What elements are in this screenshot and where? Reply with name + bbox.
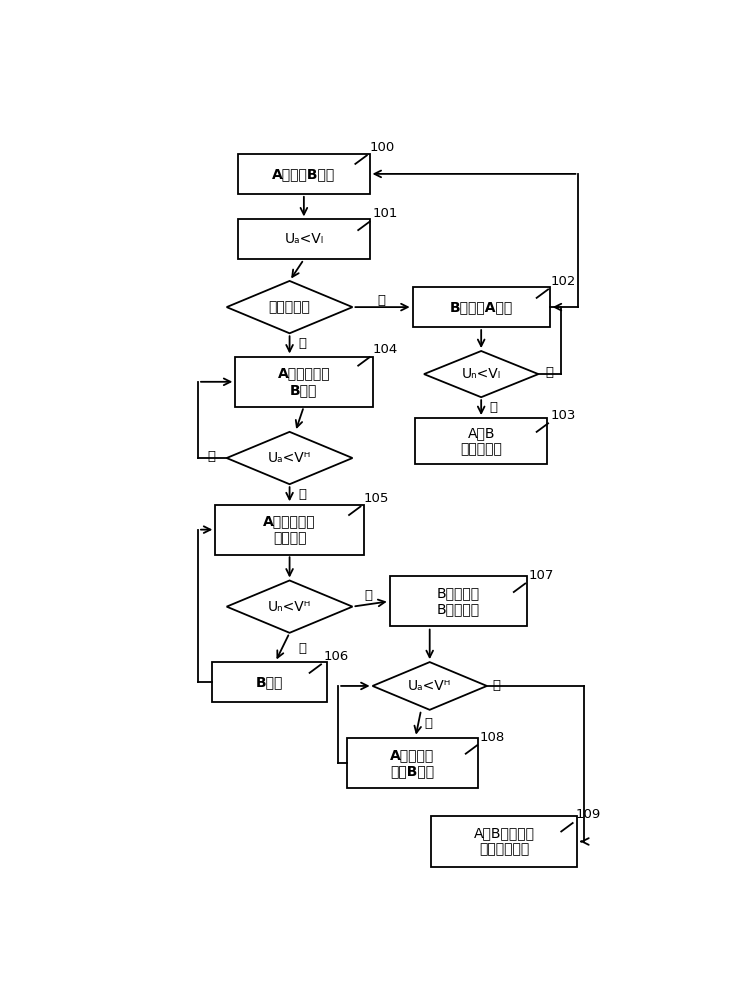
Polygon shape [424,351,539,397]
Text: 109: 109 [576,808,601,821]
Text: A和B
均停止供电: A和B 均停止供电 [461,426,502,456]
FancyBboxPatch shape [390,576,527,626]
Text: A停止充电，
保持供电: A停止充电， 保持供电 [263,515,316,545]
Polygon shape [227,281,353,333]
Text: 否: 否 [545,366,554,379]
Text: 是: 是 [298,642,306,655]
Text: A供电，B闲置: A供电，B闲置 [272,167,336,181]
Text: Uₙ<Vᴴ: Uₙ<Vᴴ [268,600,311,614]
FancyBboxPatch shape [235,357,373,407]
Text: 108: 108 [480,731,506,744]
Text: B充电: B充电 [256,675,283,689]
Text: 否: 否 [377,294,385,307]
Text: Uₐ<Vᴴ: Uₐ<Vᴴ [408,679,452,693]
Text: B充满电，
B停止充电: B充满电， B停止充电 [437,586,480,616]
Text: 107: 107 [528,569,554,582]
Text: 103: 103 [551,409,576,422]
Text: Uₐ<Vᴴ: Uₐ<Vᴴ [268,451,311,465]
Text: 是: 是 [424,717,432,730]
FancyBboxPatch shape [347,738,478,788]
FancyBboxPatch shape [238,154,370,194]
Text: 是: 是 [208,450,215,463]
FancyBboxPatch shape [415,418,547,464]
FancyBboxPatch shape [413,287,550,327]
Text: A供电和充电
B闲置: A供电和充电 B闲置 [277,367,330,397]
Text: 105: 105 [363,492,389,505]
Text: A充电和供
电，B闲置: A充电和供 电，B闲置 [390,748,435,778]
Text: 是: 是 [489,401,497,414]
FancyBboxPatch shape [431,816,577,867]
Text: B供电，A闲置: B供电，A闲置 [449,300,513,314]
Text: 否: 否 [364,589,372,602]
Text: Uₐ<Vₗ: Uₐ<Vₗ [284,232,323,246]
Text: 106: 106 [324,650,349,663]
Text: 100: 100 [370,141,395,154]
Text: 充电器插入: 充电器插入 [269,300,311,314]
Text: 102: 102 [551,275,576,288]
Text: Uₙ<Vₗ: Uₙ<Vₗ [461,367,501,381]
FancyBboxPatch shape [215,505,364,555]
Text: 否: 否 [493,679,500,692]
Text: 否: 否 [298,488,306,501]
Text: 104: 104 [373,343,398,356]
Text: 101: 101 [373,207,398,220]
FancyBboxPatch shape [238,219,370,259]
Polygon shape [227,432,353,484]
Text: 是: 是 [298,337,306,350]
FancyBboxPatch shape [213,662,327,702]
Polygon shape [227,580,353,633]
Polygon shape [373,662,487,710]
Text: A和B均充满电
充电过程结束: A和B均充满电 充电过程结束 [474,826,534,857]
